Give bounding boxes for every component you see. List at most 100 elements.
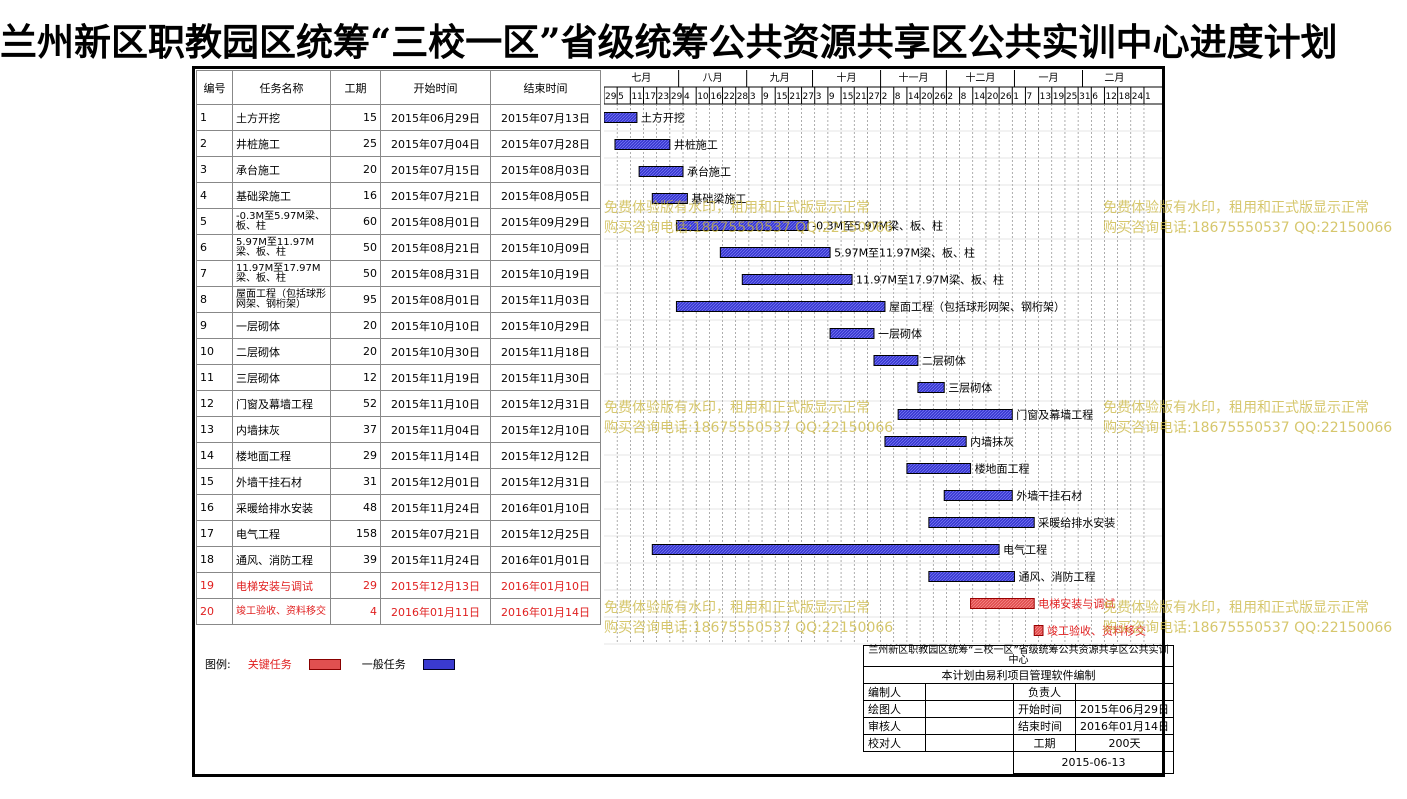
task-name: -0.3M至5.97M梁、板、柱 — [232, 208, 331, 235]
task-table: 编号 任务名称 工期 开始时间 结束时间 1 土方开挖 15 2015年06月29日 2… — [196, 70, 601, 625]
task-no: 14 — [196, 442, 233, 469]
gantt-bar-label: 电气工程 — [1003, 543, 1047, 557]
task-end: 2015年10月19日 — [490, 260, 601, 287]
gantt-bar-label: 竣工验收、资料移交 — [1047, 624, 1146, 638]
day-label: 27 — [868, 92, 879, 102]
gantt-bar-label: 屋面工程（包括球形网架、钢桁架） — [889, 300, 1065, 314]
day-label: 26 — [1000, 92, 1012, 102]
day-label: 15 — [842, 92, 853, 102]
table-row: 7 11.97M至17.97M梁、板、柱 50 2015年08月31日 2015年10月… — [196, 260, 601, 287]
task-end: 2015年11月03日 — [490, 286, 601, 313]
task-duration: 39 — [330, 546, 381, 573]
task-no: 19 — [196, 572, 233, 599]
table-row: 5 -0.3M至5.97M梁、板、柱 60 2015年08月01日 2015年09月29… — [196, 208, 601, 235]
day-label: 1 — [1013, 92, 1019, 102]
task-start: 2015年10月30日 — [380, 338, 491, 365]
task-no: 6 — [196, 234, 233, 261]
task-start: 2015年08月31日 — [380, 260, 491, 287]
gantt-bar — [873, 355, 919, 366]
task-no: 15 — [196, 468, 233, 495]
day-label: 1 — [1145, 92, 1151, 102]
gantt-bar-label: 承台施工 — [687, 165, 731, 179]
day-label: 4 — [684, 92, 690, 102]
table-row: 16 采暖给排水安装 48 2015年11月24日 2016年01月10日 — [196, 494, 601, 521]
task-start: 2015年11月14日 — [380, 442, 491, 469]
info-drafter-value — [925, 700, 1014, 718]
info-project-name: 兰州新区职教园区统筹“三校一区”省级统筹公共资源共享区公共实训中心 — [862, 645, 1175, 667]
table-row: 11 三层砌体 12 2015年11月19日 2015年11月30日 — [196, 364, 601, 391]
task-end: 2015年08月05日 — [490, 182, 601, 209]
day-label: 25 — [1066, 92, 1077, 102]
task-end: 2015年09月29日 — [490, 208, 601, 235]
task-name: 5.97M至11.97M梁、板、柱 — [232, 234, 331, 261]
day-label: 18 — [1119, 92, 1131, 102]
day-label: 3 — [750, 92, 756, 102]
task-no: 17 — [196, 520, 233, 547]
day-label: 6 — [1092, 92, 1098, 102]
task-duration: 52 — [330, 390, 381, 417]
task-end: 2015年12月25日 — [490, 520, 601, 547]
month-label: 一月 — [1038, 72, 1058, 84]
gantt-bar-label: 二层砌体 — [922, 354, 966, 368]
task-start: 2015年08月21日 — [380, 234, 491, 261]
header-end: 结束时间 — [490, 70, 601, 105]
gantt-bar-label: 11.97M至17.97M梁、板、柱 — [856, 273, 1004, 287]
info-end-label: 结束时间 — [1013, 717, 1076, 735]
day-label: 16 — [710, 92, 722, 102]
task-no: 2 — [196, 130, 233, 157]
day-label: 29 — [671, 92, 683, 102]
task-end: 2015年11月30日 — [490, 364, 601, 391]
gantt-bar-label: 土方开挖 — [641, 111, 685, 125]
task-no: 5 — [196, 208, 233, 235]
gantt-bar-label: 井桩施工 — [674, 138, 718, 152]
gantt-bar-label: 电梯安装与调试 — [1038, 597, 1115, 611]
header-name: 任务名称 — [232, 70, 331, 105]
task-no: 8 — [196, 286, 233, 313]
day-label: 20 — [921, 92, 933, 102]
task-duration: 16 — [330, 182, 381, 209]
legend-critical-swatch — [308, 658, 341, 670]
table-row: 17 电气工程 158 2015年07月21日 2015年12月25日 — [196, 520, 601, 547]
task-name: 楼地面工程 — [232, 442, 331, 469]
day-label: 17 — [645, 92, 656, 102]
gantt-bar-label: 5.97M至11.97M梁、板、柱 — [834, 246, 975, 260]
task-end: 2015年12月31日 — [490, 468, 601, 495]
month-label: 十月 — [837, 71, 857, 84]
header-duration: 工期 — [330, 70, 381, 105]
info-duration-value: 200天 — [1074, 734, 1175, 752]
task-name: 采暖给排水安装 — [232, 494, 331, 521]
day-label: 14 — [908, 92, 920, 102]
task-end: 2016年01月14日 — [490, 598, 601, 625]
task-start: 2015年08月01日 — [380, 286, 491, 313]
gantt-bar-label: 外墙干挂石材 — [1016, 489, 1082, 503]
gantt-bar-label: -0.3M至5.97M梁、板、柱 — [812, 219, 943, 233]
task-end: 2015年07月28日 — [490, 130, 601, 157]
task-end: 2015年11月18日 — [490, 338, 601, 365]
task-name: 通风、消防工程 — [232, 546, 331, 573]
task-no: 7 — [196, 260, 233, 287]
info-date: 2015-06-13 — [1012, 751, 1175, 774]
month-label: 十一月 — [898, 71, 928, 84]
header-no: 编号 — [196, 70, 233, 105]
table-row: 13 内墙抹灰 37 2015年11月04日 2015年12月10日 — [196, 416, 601, 443]
day-label: 2 — [882, 92, 888, 102]
gantt-bar-label: 门窗及幕墙工程 — [1016, 408, 1093, 422]
task-name: 土方开挖 — [232, 104, 331, 131]
table-row: 20 竣工验收、资料移交 4 2016年01月11日 2016年01月14日 — [196, 598, 601, 625]
task-duration: 25 — [330, 130, 381, 157]
table-row: 4 基础梁施工 16 2015年07月21日 2015年08月05日 — [196, 182, 601, 209]
table-row: 10 二层砌体 20 2015年10月30日 2015年11月18日 — [196, 338, 601, 365]
task-end: 2015年12月10日 — [490, 416, 601, 443]
day-label: 14 — [974, 92, 986, 102]
task-duration: 15 — [330, 104, 381, 131]
task-name: 外墙干挂石材 — [232, 468, 331, 495]
day-label: 22 — [724, 92, 735, 102]
table-row: 15 外墙干挂石材 31 2015年12月01日 2015年12月31日 — [196, 468, 601, 495]
table-row: 2 井桩施工 25 2015年07月04日 2015年07月28日 — [196, 130, 601, 157]
day-label: 29 — [605, 92, 617, 102]
task-name: 电气工程 — [232, 520, 331, 547]
gantt-bar — [614, 139, 671, 150]
task-name: 屋面工程（包括球形网架、钢桁架） — [232, 286, 331, 313]
gantt-bar — [943, 490, 1013, 501]
